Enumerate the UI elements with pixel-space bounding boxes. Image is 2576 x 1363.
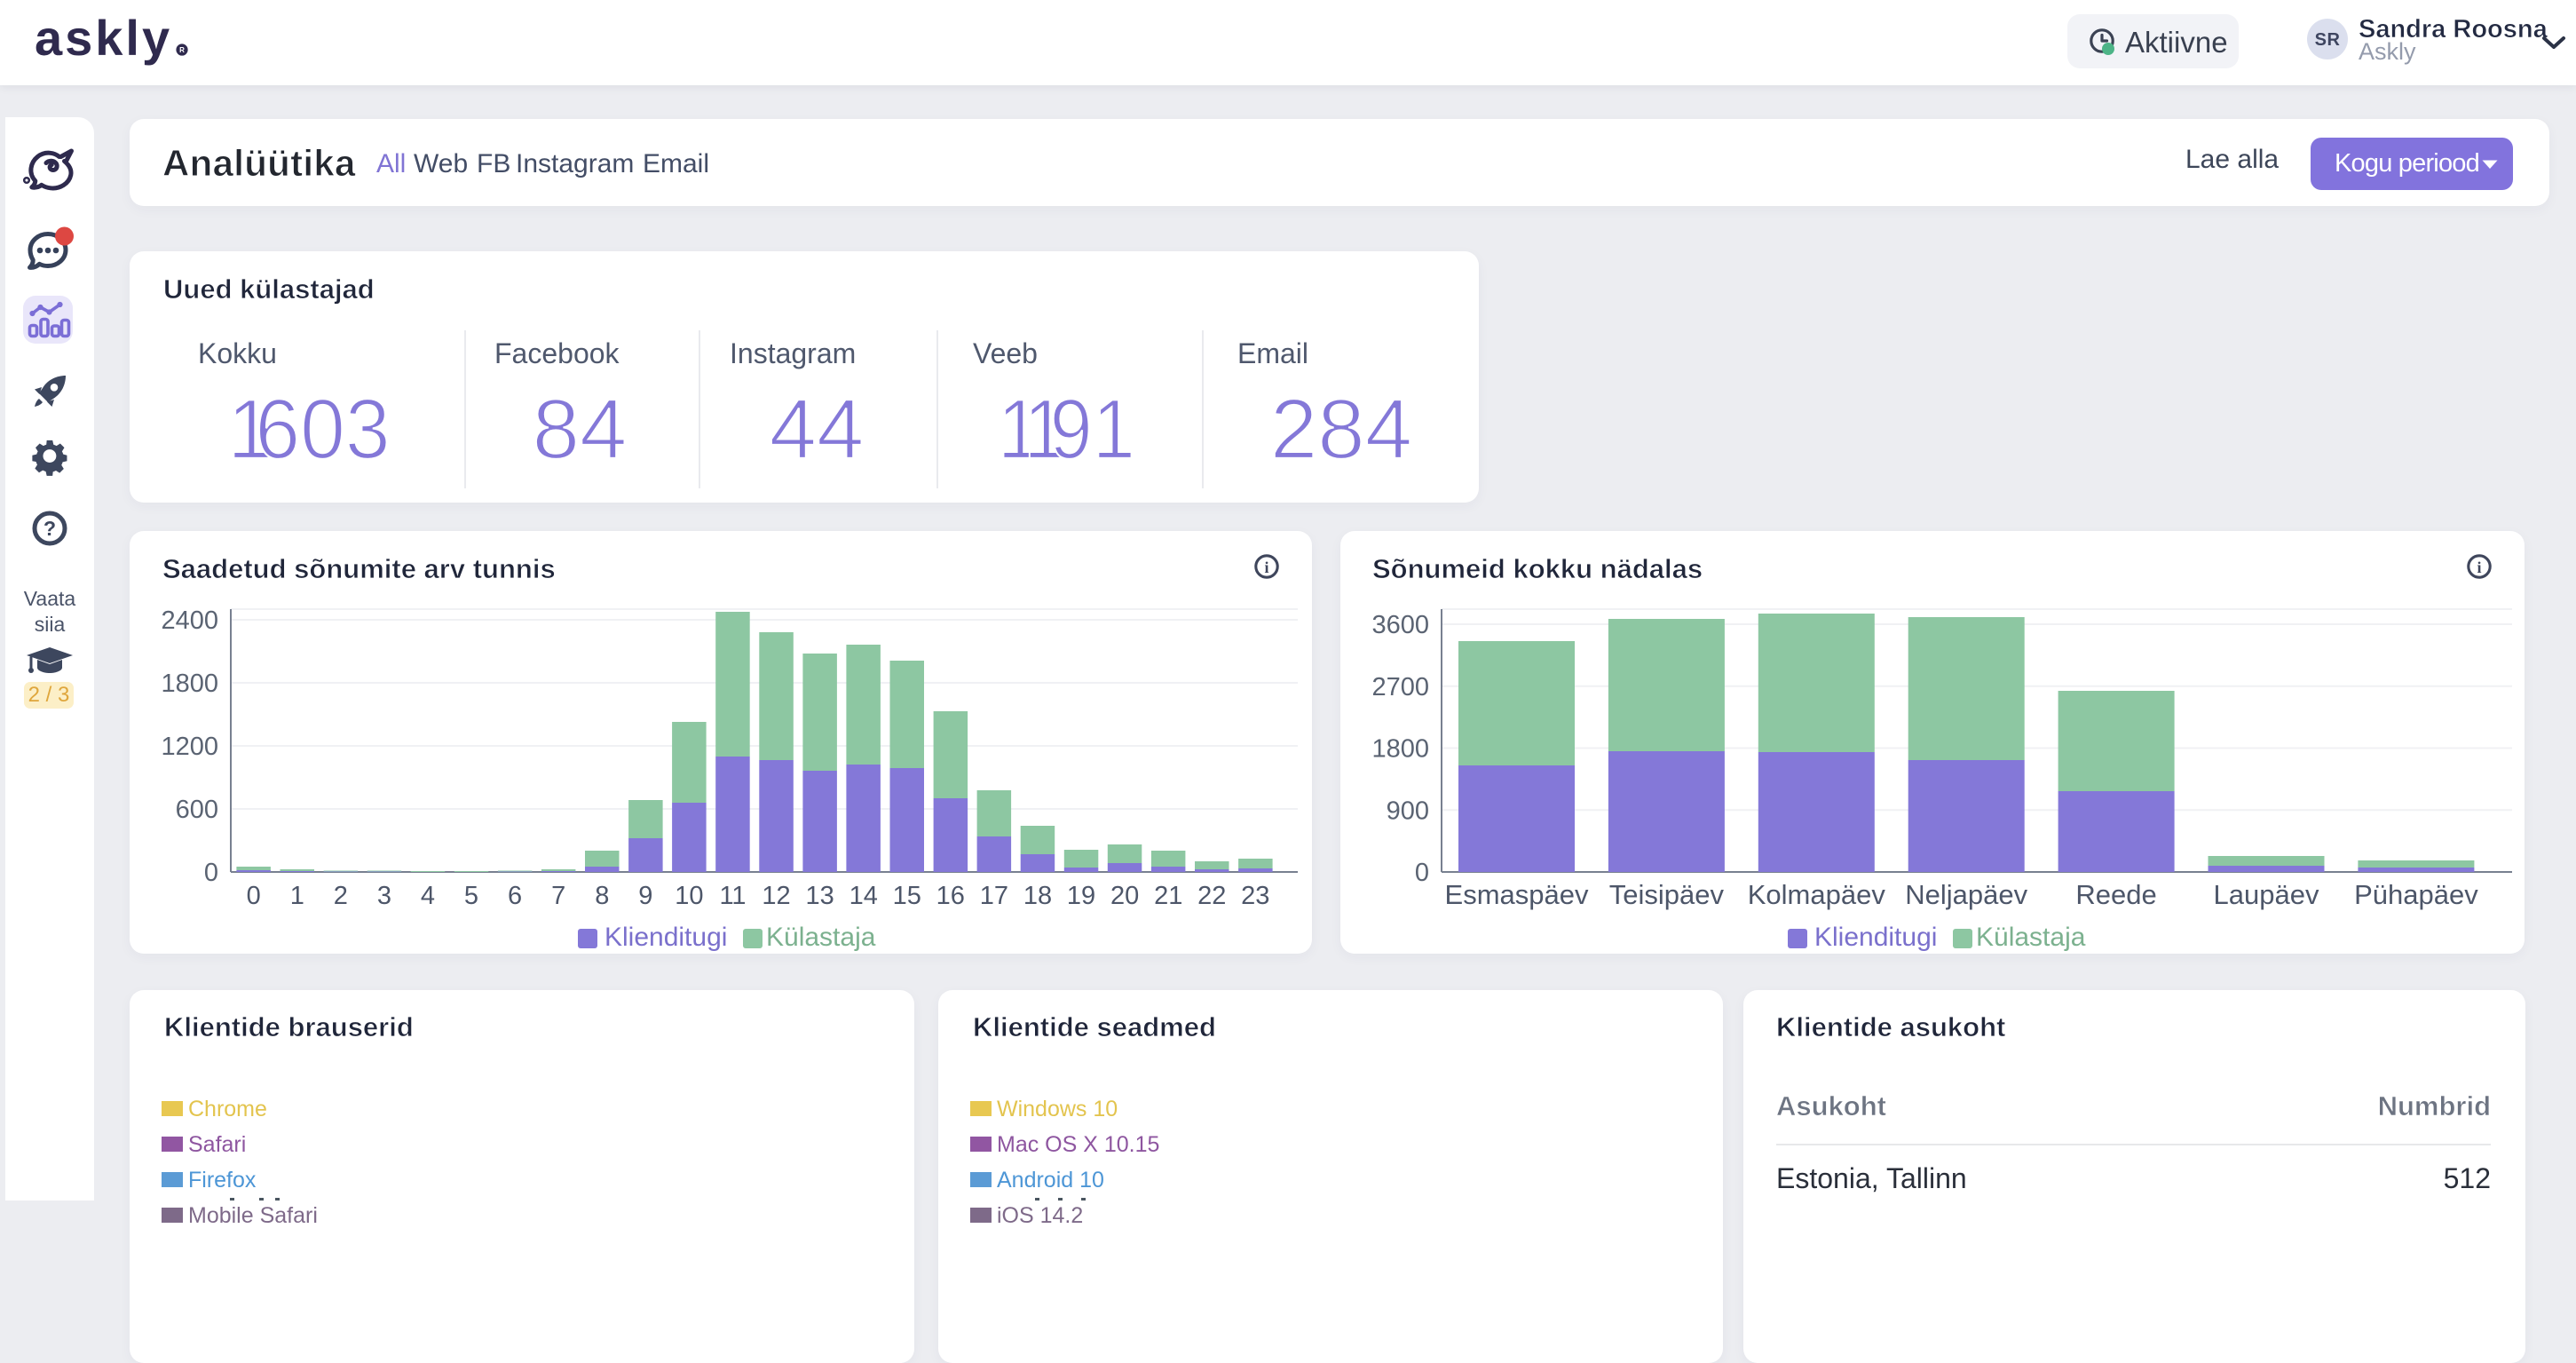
svg-text:3600: 3600 [1371,611,1429,639]
svg-text:1800: 1800 [161,670,218,698]
svg-text:7: 7 [551,882,565,910]
svg-text:5: 5 [464,882,478,910]
svg-text:600: 600 [176,796,218,824]
svg-text:2700: 2700 [1371,673,1429,701]
svg-text:?: ? [43,517,56,540]
svg-text:2: 2 [334,882,348,910]
svg-text:Klienditugi: Klienditugi [604,923,727,952]
svg-text:16: 16 [936,882,965,910]
svg-text:23: 23 [1241,882,1269,910]
svg-text:18: 18 [1023,882,1052,910]
svg-text:1800: 1800 [1371,735,1429,764]
svg-text:Klienditugi: Klienditugi [1814,923,1937,952]
svg-text:19: 19 [1067,882,1095,910]
svg-text:1: 1 [290,882,304,910]
svg-text:R: R [179,46,185,54]
svg-text:Teisipäev: Teisipäev [1609,879,1725,910]
svg-text:1200: 1200 [161,733,218,761]
svg-text:21: 21 [1154,882,1182,910]
svg-text:0: 0 [204,859,218,887]
svg-text:Laupäev: Laupäev [2214,879,2319,910]
svg-text:Külastaja: Külastaja [1976,923,2086,952]
svg-text:14: 14 [849,882,878,910]
svg-text:Esmaspäev: Esmaspäev [1445,879,1589,910]
svg-text:20: 20 [1110,882,1139,910]
svg-text:11: 11 [719,882,746,910]
svg-text:12: 12 [762,882,790,910]
svg-text:Kolmapäev: Kolmapäev [1748,879,1886,910]
svg-text:Neljapäev: Neljapäev [1905,879,2027,910]
svg-text:6: 6 [508,882,522,910]
svg-text:Pühapäev: Pühapäev [2354,879,2478,910]
svg-text:4: 4 [421,882,435,910]
svg-text:17: 17 [980,882,1008,910]
svg-text:Külastaja: Külastaja [766,923,876,952]
svg-text:900: 900 [1387,796,1429,825]
svg-text:22: 22 [1197,882,1226,910]
svg-text:13: 13 [805,882,834,910]
svg-text:0: 0 [247,882,261,910]
svg-text:2400: 2400 [161,606,218,635]
svg-text:0: 0 [1415,859,1429,887]
svg-text:Reede: Reede [2075,879,2156,910]
svg-text:3: 3 [377,882,391,910]
svg-text:8: 8 [595,882,609,910]
svg-text:9: 9 [638,882,652,910]
svg-text:15: 15 [893,882,921,910]
svg-text:10: 10 [675,882,703,910]
